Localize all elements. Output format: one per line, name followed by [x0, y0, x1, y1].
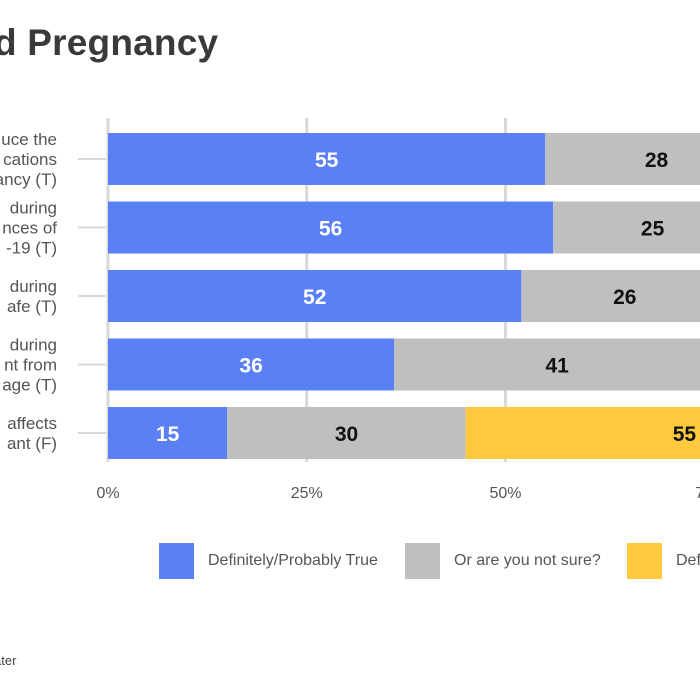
x-tick-label: 25% — [291, 485, 323, 502]
legend-swatch-not-sure — [405, 543, 440, 579]
bar-segment — [465, 407, 700, 459]
bar-segment — [108, 270, 522, 322]
data-label: 25 — [641, 218, 665, 241]
data-label: 30 — [335, 423, 358, 446]
data-label: 55 — [673, 423, 697, 446]
data-label: 28 — [645, 149, 669, 172]
legend-label-true: Definitely/Probably True — [208, 552, 378, 569]
bar-segment — [521, 270, 700, 322]
category-label: during afe (T) — [7, 277, 57, 316]
bar-segment — [545, 133, 700, 185]
legend-swatch-true — [159, 543, 194, 579]
category-label: during nt from age (T) — [2, 336, 57, 395]
bar-segment — [108, 201, 554, 254]
legend-label-not-sure: Or are you not sure? — [454, 552, 601, 569]
data-label: 55 — [315, 149, 339, 172]
data-label: 26 — [613, 286, 636, 309]
category-label: during nces of -19 (T) — [2, 199, 57, 258]
data-label: 15 — [156, 423, 180, 446]
x-tick-label: 0% — [96, 485, 119, 502]
data-label: 56 — [319, 218, 342, 241]
x-tick-label: 75 — [695, 485, 700, 502]
legend-label-false: Def — [676, 552, 700, 569]
bar-segment — [394, 338, 700, 391]
bar-segment — [108, 133, 546, 185]
x-tick-label: 50% — [489, 485, 521, 502]
bar-segment — [108, 338, 395, 391]
bar-segment — [108, 407, 228, 459]
category-label: uce the cations ancy (T) — [0, 130, 57, 189]
legend-swatch-false — [627, 543, 662, 579]
source-note: ater — [0, 653, 17, 668]
data-label: 36 — [239, 355, 262, 378]
data-label: 52 — [303, 286, 326, 309]
category-label: affects ant (F) — [7, 414, 57, 453]
bar-segment — [553, 201, 700, 254]
chart-title: d Pregnancy — [0, 22, 219, 63]
bar-segment — [227, 407, 466, 459]
data-label: 41 — [545, 355, 569, 378]
